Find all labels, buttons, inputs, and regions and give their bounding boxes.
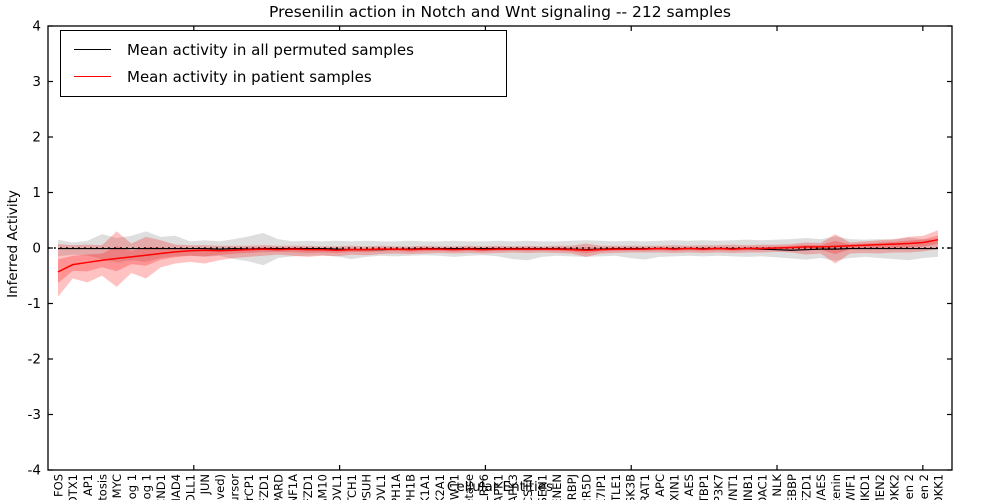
x-category-label: MAPK3	[506, 474, 520, 500]
permuted-line-swatch	[74, 49, 111, 50]
patient-band-inner	[58, 235, 938, 284]
x-category-label: DTX1	[66, 474, 80, 500]
x-category-label: NOTCH1 precursor/DVL1	[330, 474, 344, 500]
x-category-label: NLK	[770, 474, 784, 497]
legend-entry-permuted: Mean activity in all permuted samples	[61, 36, 506, 63]
y-tick-label: -1	[28, 296, 41, 312]
x-category-label: HNF1A	[286, 474, 300, 500]
x-category-label: NOTCH/Deltex homolog 1	[125, 474, 139, 500]
chart-title: Presenilin action in Notch and Wnt signa…	[269, 3, 731, 21]
x-category-label: ADAM10	[316, 474, 330, 500]
x-category-label: KREMEN2	[873, 474, 887, 500]
x-category-label: MAP3K7IP1	[594, 474, 608, 500]
x-category-label: WNT1	[726, 474, 740, 500]
x-category-label: FOS	[52, 474, 66, 497]
x-category-label: GSK3B	[624, 474, 638, 500]
x-category-label: RBPJ	[565, 474, 579, 500]
x-category-label: NCSTN	[521, 474, 535, 500]
x-category-label: PPP2R5D	[580, 474, 594, 500]
y-tick-label: 1	[32, 185, 41, 201]
x-category-label: APC	[653, 474, 667, 497]
x-category-label: HDAC1	[756, 474, 770, 500]
x-category-label: Delta 1/NOTCH/NOTCH(cleaved)	[213, 474, 227, 500]
x-category-label: FBXW11	[448, 474, 462, 500]
y-tick-label: 2	[32, 130, 41, 146]
x-category-label: CSNK1A1	[418, 474, 432, 500]
x-category-label: CREBBP	[785, 474, 799, 500]
x-category-label: AXIN1	[668, 474, 682, 500]
x-category-label: Axin1/APC/beta catenin	[829, 474, 843, 500]
x-category-label: MAPK1	[492, 474, 506, 500]
x-category-label: apoptosis	[96, 474, 110, 500]
y-tick-label: 4	[32, 19, 41, 35]
x-category-label: beta catenin/beta TrCP1	[242, 474, 256, 500]
patient-mean-line	[57, 238, 939, 273]
x-category-label: NOTCH1 precursor/Deltex homolog 1	[140, 474, 154, 500]
x-axis-title: Cellular Entities	[446, 479, 554, 495]
y-tick-label: -4	[28, 463, 41, 479]
legend-entry-patient: Mean activity in patient samples	[61, 63, 506, 90]
legend-label-patient: Mean activity in patient samples	[127, 67, 372, 86]
x-category-label: AES	[682, 474, 696, 496]
x-category-label: Beta Catenin/TCF1/CtBP/CBP/TLE1/AES/SMAD…	[169, 474, 183, 500]
legend: Mean activity in all permuted samples Me…	[60, 30, 507, 97]
x-category-label: PSENEN	[550, 474, 564, 500]
patient-line-swatch	[74, 76, 111, 77]
x-category-label: JUN	[198, 474, 212, 495]
x-category-label: MAP3K7	[712, 474, 726, 500]
x-category-label: MYC	[110, 474, 124, 498]
x-category-label: FRAT1	[638, 474, 652, 500]
y-tick-label: 3	[32, 74, 41, 90]
x-category-label: PSEN1	[536, 474, 550, 500]
x-category-label: Delta 1/NOTCHprecursor	[228, 474, 242, 500]
y-tick-label: -3	[28, 407, 41, 423]
x-category-label: LRP6/FZD1	[301, 474, 315, 500]
x-category-label: TLE1	[609, 474, 623, 500]
x-category-label: FZD1	[257, 474, 271, 500]
x-category-label: NKD1	[858, 474, 872, 500]
x-category-label: CtBP/CBP/TCF1/TLE1/AES	[814, 474, 828, 500]
x-category-label: WIF1	[844, 474, 858, 500]
x-category-label: APH1B	[404, 474, 418, 500]
x-category-label: DKK1/LRP6/Kremen 2	[917, 474, 931, 500]
x-category-label: DKK2	[888, 474, 902, 500]
legend-label-permuted: Mean activity in all permuted samples	[127, 40, 414, 59]
x-category-label: DVL1	[374, 474, 388, 500]
x-category-label: WNT1/LRP6/FZD1	[800, 474, 814, 500]
x-category-label: DLL1	[184, 474, 198, 500]
x-category-label: NOTCH1	[345, 474, 359, 500]
x-category-label: LRP6	[477, 474, 491, 500]
y-tick-label: -2	[28, 352, 41, 368]
x-category-label: APH1A	[389, 474, 403, 500]
x-category-label: Gamma Secretase	[462, 474, 476, 500]
patient-band-outer	[58, 230, 938, 297]
x-category-label: DKK1	[932, 474, 946, 500]
y-tick-label: 0	[32, 241, 41, 257]
x-category-label: DKK2/LRP6/Kremen 2	[902, 474, 916, 500]
x-category-label: CTNNB1	[741, 474, 755, 500]
x-category-label: CTBP1	[697, 474, 711, 500]
x-category-label: PPARD	[272, 474, 286, 500]
x-category-label: AP1	[81, 474, 95, 496]
x-category-label: CSNK2A1	[433, 474, 447, 500]
x-category-label: NICD/RBPSUH	[360, 474, 374, 500]
x-category-label: CCND1	[154, 474, 168, 500]
